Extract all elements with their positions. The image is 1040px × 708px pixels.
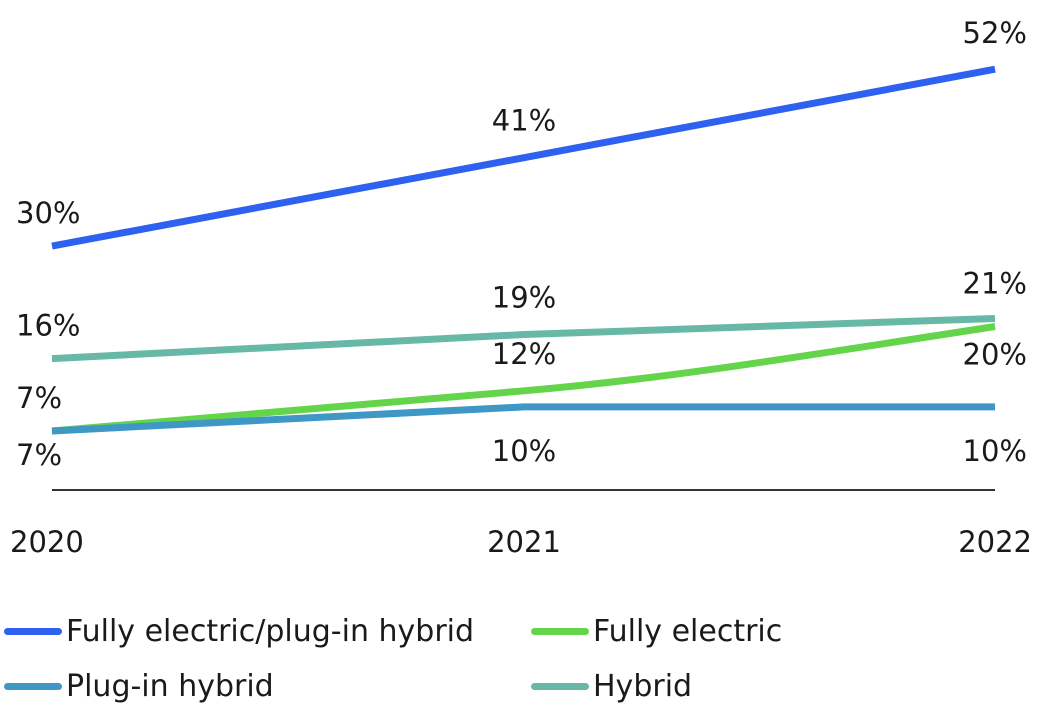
x-tick-labels: 2020 2021 2022 [10, 525, 1032, 559]
legend-item-plug-in-hybrid: Plug-in hybrid [4, 664, 274, 708]
series-lines [51, 65, 996, 435]
legend-label: Hybrid [593, 668, 693, 704]
data-label: 10% [963, 434, 1027, 468]
data-label: 19% [492, 281, 556, 315]
legend: Fully electric/plug-in hybrid Fully elec… [0, 606, 1040, 704]
x-tick-label: 2022 [958, 525, 1032, 559]
data-label: 20% [963, 337, 1027, 371]
data-label: 7% [16, 438, 62, 472]
data-labels: 30% 41% 52% 7% 12% 20% 7% 10% 10% 16% 19% 21% [16, 16, 1027, 472]
data-label: 52% [963, 16, 1027, 50]
line-chart: 30%41%52%7%12% 20%7% 10% 10%16%19% 21% 2020 2… [10, 16, 1032, 559]
data-label: 7% [16, 381, 62, 415]
series-line-fully-electric [51, 323, 996, 435]
x-tick-label: 2020 [10, 525, 84, 559]
legend-label: Plug-in hybrid [66, 668, 274, 704]
series-line-hybrid [51, 314, 996, 363]
data-label: 41% [492, 104, 556, 138]
data-label: 30% [16, 196, 80, 230]
series-line-fully-electric-plug-in-hybrid [51, 65, 996, 250]
legend-swatch [531, 682, 589, 690]
legend-label: Fully electric/plug-in hybrid [66, 613, 475, 649]
legend-item-fully-electric-plug-in-hybrid: Fully electric/plug-in hybrid [4, 609, 474, 653]
legend-swatch [4, 627, 62, 635]
legend-swatch [531, 627, 589, 635]
data-label: 12% [492, 337, 556, 371]
data-label: 21% [963, 266, 1027, 300]
legend-label: Fully electric [593, 613, 783, 649]
legend-item-fully-electric: Fully electric [531, 609, 782, 653]
legend-item-hybrid: Hybrid [531, 664, 692, 708]
x-tick-label: 2021 [487, 525, 561, 559]
series-line-plug-in-hybrid [51, 403, 995, 435]
data-label: 16% [16, 309, 80, 343]
legend-swatch [4, 682, 62, 690]
data-label: 10% [492, 434, 556, 468]
